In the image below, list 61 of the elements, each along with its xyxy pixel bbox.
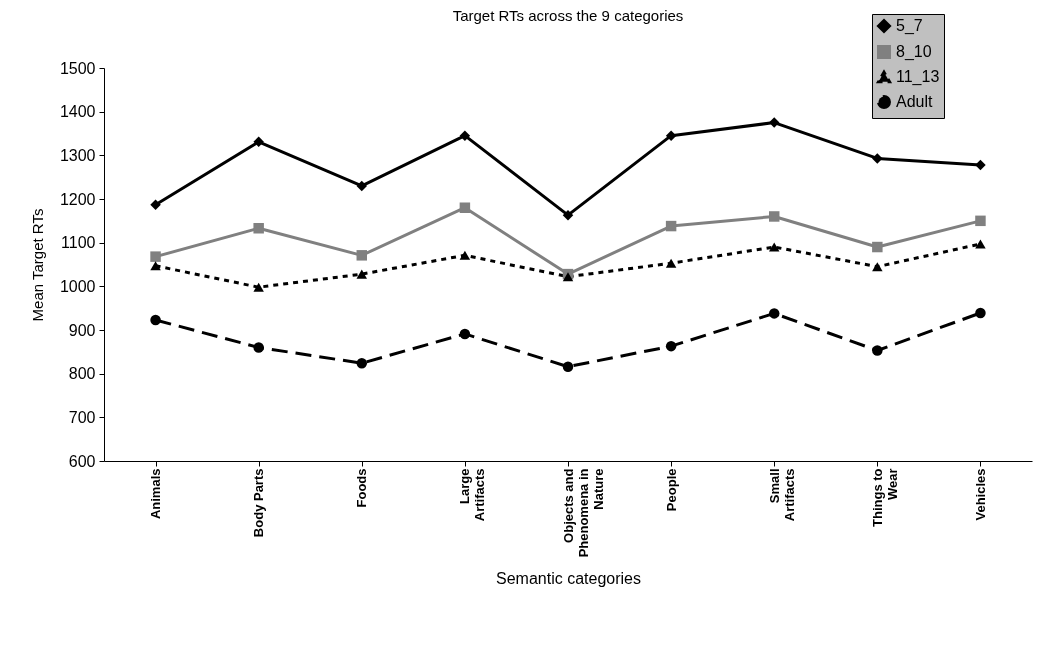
x-tick-label: Animals: [148, 468, 164, 520]
point: [768, 308, 780, 319]
x-tick-label: Large Artifacts: [457, 468, 488, 522]
point: [150, 314, 161, 326]
point: [253, 223, 264, 234]
x-tick-label: Objects and Phenomena in Nature: [560, 468, 606, 558]
legend-label: Adult: [896, 93, 934, 110]
y-tick-label: 800: [68, 365, 96, 383]
point: [150, 251, 161, 262]
y-tick-label: 1100: [61, 234, 96, 252]
point: [562, 361, 574, 372]
y-tick-label: 1200: [59, 190, 96, 208]
y-tick-label: 1500: [59, 59, 96, 77]
point: [150, 199, 161, 210]
y-tick-label: 1400: [59, 103, 96, 121]
point: [459, 328, 471, 340]
point: [975, 159, 986, 171]
point: [768, 211, 780, 222]
point: [872, 153, 883, 164]
point: [768, 242, 780, 252]
point: [356, 180, 368, 192]
point: [253, 136, 264, 148]
chart-title: Target RTs across the 9 categories: [452, 6, 684, 24]
point: [459, 130, 471, 141]
point: [356, 269, 368, 279]
point: [872, 345, 883, 356]
x-tick-label: Body Parts: [251, 468, 267, 538]
point: [872, 262, 883, 272]
x-tick-label: Things to Wear: [869, 468, 900, 527]
y-tick-label: 700: [68, 408, 96, 426]
y-axis-title: Mean Target RTs: [28, 208, 46, 322]
x-tick-label: Small Artifacts: [766, 468, 797, 522]
point: [253, 282, 264, 292]
point: [562, 272, 574, 282]
legend-label: 5_7: [896, 17, 923, 35]
point: [459, 250, 471, 260]
point: [665, 220, 677, 232]
point: [356, 250, 368, 261]
point: [872, 241, 883, 253]
point: [975, 307, 986, 319]
point: [253, 342, 264, 353]
y-tick-label: 1300: [59, 146, 96, 164]
point: [150, 261, 161, 271]
y-tick-label: 600: [68, 452, 96, 470]
point: [975, 215, 986, 227]
point: [356, 357, 368, 369]
legend-label: 8_10: [896, 43, 932, 61]
point: [665, 340, 677, 352]
point: [562, 209, 574, 221]
y-tick-label: 1000: [59, 277, 96, 295]
x-tick-label: Vehicles: [972, 468, 988, 521]
point: [768, 117, 780, 128]
point: [459, 202, 471, 213]
point: [665, 130, 677, 141]
x-tick-label: Foods: [354, 468, 370, 508]
point: [975, 239, 986, 249]
x-axis-title: Semantic categories: [496, 570, 641, 588]
y-tick-label: 900: [68, 321, 96, 339]
point: [665, 258, 677, 268]
x-tick-label: People: [663, 468, 679, 512]
legend-label: 11_13: [896, 68, 940, 86]
